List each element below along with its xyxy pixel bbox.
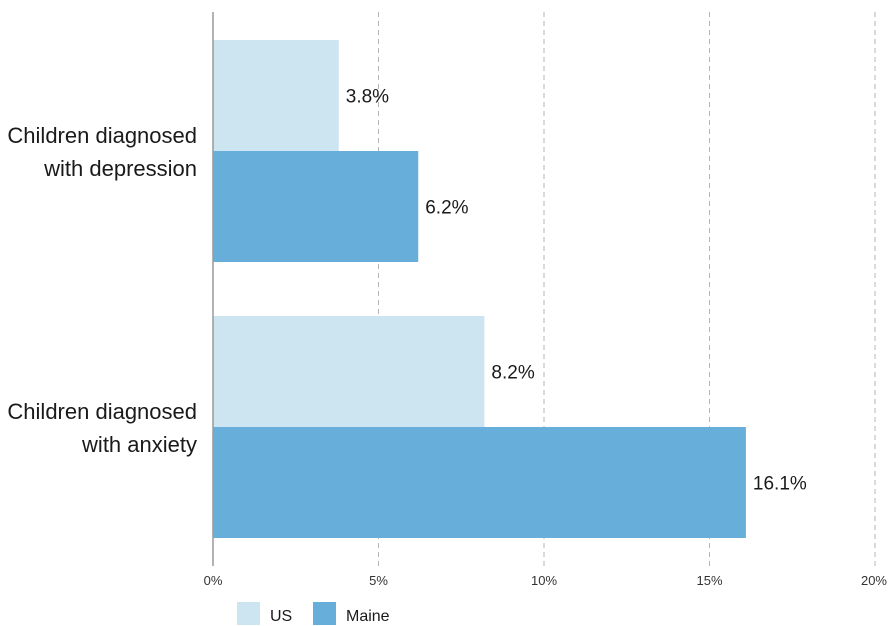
category-label-line: Children diagnosed	[7, 123, 197, 148]
axis-layer: 0% 5% 10% 15% 20%	[204, 12, 887, 588]
category-label-line: with anxiety	[81, 432, 197, 457]
x-tick-label: 10%	[531, 573, 557, 588]
bar-us-0	[213, 40, 339, 151]
x-tick-label: 20%	[861, 573, 887, 588]
data-label: 16.1%	[753, 474, 807, 495]
legend-swatch-us	[237, 602, 260, 625]
data-label: 3.8%	[346, 87, 389, 108]
bar-maine-0	[213, 151, 419, 262]
legend-swatch-maine	[313, 602, 336, 625]
bar-us-1	[213, 316, 485, 427]
x-tick-label: 0%	[204, 573, 223, 588]
bar-maine-1	[213, 427, 746, 538]
bar-layer	[213, 40, 746, 538]
legend: US Maine	[237, 602, 390, 625]
category-label: Children diagnosed with depression	[7, 123, 197, 181]
data-label: 8.2%	[491, 363, 534, 384]
legend-label: US	[270, 608, 292, 625]
label-layer: 3.8% 6.2% Children diagnosed with depressio…	[7, 87, 806, 495]
category-label-line: Children diagnosed	[7, 399, 197, 424]
legend-label: Maine	[346, 608, 390, 625]
x-tick-label: 15%	[696, 573, 722, 588]
category-label: Children diagnosed with anxiety	[7, 399, 197, 457]
data-label: 6.2%	[425, 198, 468, 219]
x-tick-label: 5%	[369, 573, 388, 588]
category-label-line: with depression	[43, 156, 197, 181]
